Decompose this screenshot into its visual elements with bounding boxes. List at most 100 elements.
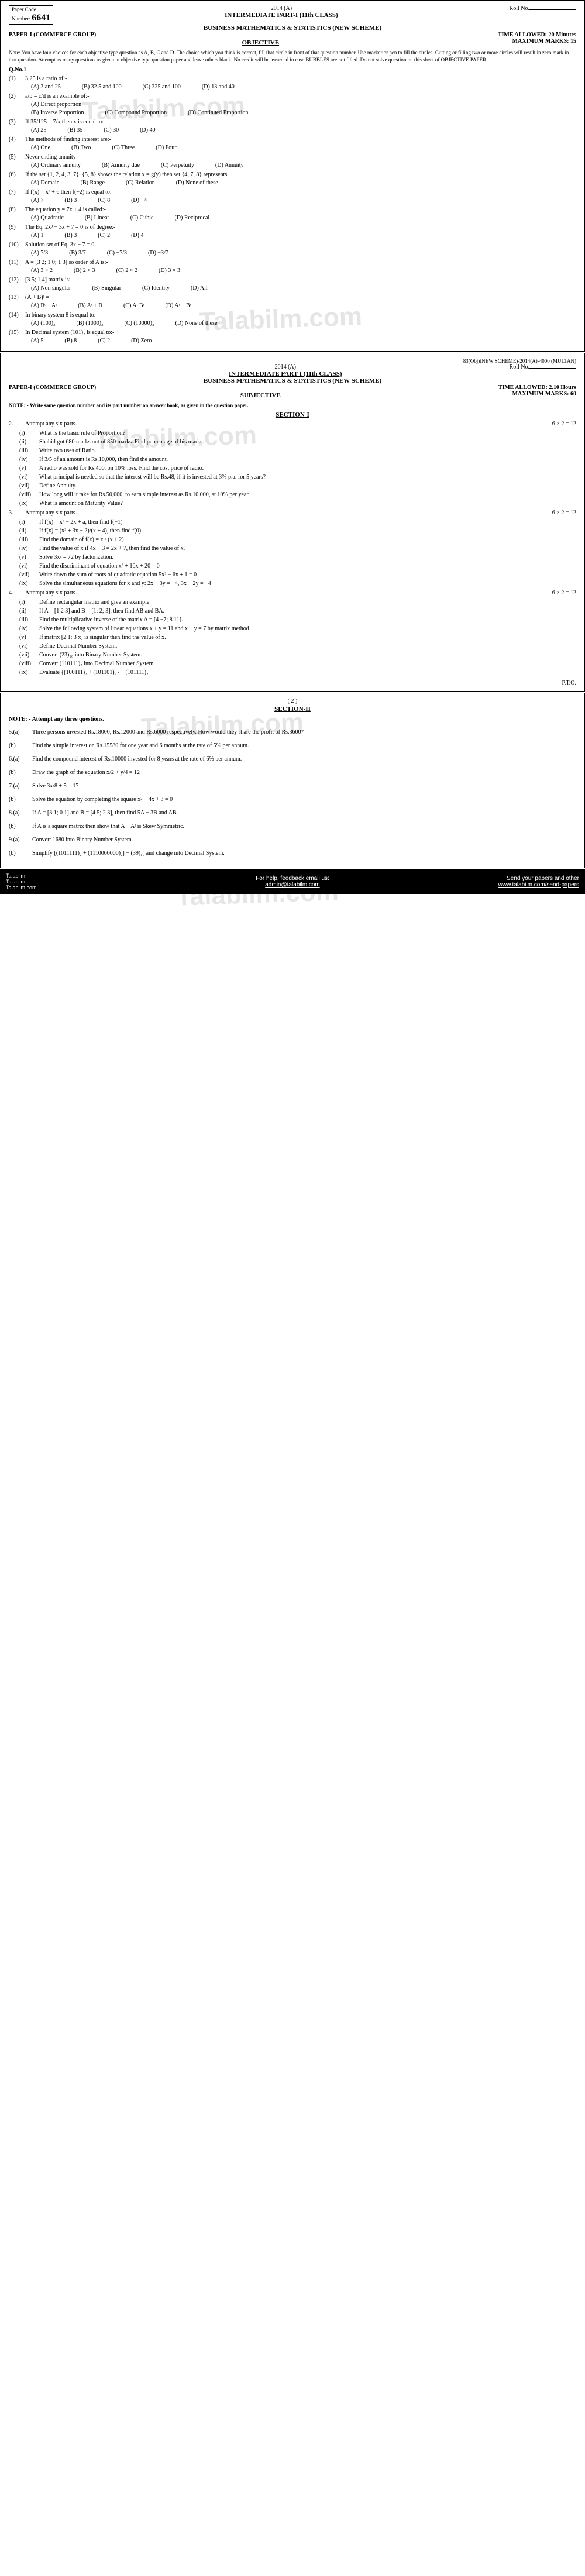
mcq-option: (B) 32.5 and 100 [82,83,122,91]
subpart-text: Find the multiplicative inverse of the m… [39,616,576,624]
sec2-row: (b)Simplify [(1011111)₂ + (1110000000)₂]… [9,850,576,857]
sec2-text: Convert 1680 into Binary Number System. [32,836,576,844]
marks-row-2: SUBJECTIVE MAXIMUM MARKS: 60 [9,391,576,400]
paper-group-2: PAPER-I (COMMERCE GROUP) [9,384,96,391]
subpart-text: If matrix [2 1; 3 x] is singular then fi… [39,634,576,641]
footer-mid-label: For help, feedback email us: [197,875,388,882]
q2-marks: 6 × 2 = 12 [552,420,576,428]
section-2-head: SECTION-II [9,706,576,713]
mcq-num: (13) [9,294,25,301]
subpart-text: Define Decimal Number System. [39,642,576,650]
mcq-option: (B) 3 [64,197,77,204]
paper-code-label: Paper Code [12,7,50,13]
mcq-row: (9) The Eq. 2x³ − 3x + 7 = 0 is of degre… [9,223,576,239]
mcq-text: a/b = c/d is an example of:- (A) Direct … [25,92,576,116]
mcq-option: (B) Linear [85,214,109,222]
sec2-num: (b) [9,769,32,776]
mcq-options: (A) 7/3(B) 3/7(C) −7/3(D) −3/7 [31,249,576,257]
mcq-list: (1) 3.25 is a ratio of:- (A) 3 and 25(B)… [9,75,576,345]
subpart-row: (iv)Find the value of x if 4x − 3 = 2x +… [19,545,576,552]
subpart-row: (viii)Convert (110111)₂ into Decimal Num… [19,660,576,668]
subpart-num: (i) [19,599,39,606]
mcq-text: 3.25 is a ratio of:- (A) 3 and 25(B) 32.… [25,75,576,91]
mcq-num: (10) [9,241,25,249]
sec2-num: 6.(a) [9,755,32,763]
mcq-options: (A) Quadratic(B) Linear(C) Cubic(D) Reci… [31,214,576,222]
mcq-option: (A) Direct proportion [31,101,81,108]
mcq-row: (10) Solution set of Eq. 3x − 7 = 0 (A) … [9,241,576,257]
q4-marks: 6 × 2 = 12 [552,589,576,597]
paper-time-row: PAPER-I (COMMERCE GROUP) TIME ALLOWED: 2… [9,32,576,38]
sec2-row: (b)Find the simple interest on Rs.15580 … [9,742,576,749]
q3-num: 3. [9,509,25,517]
mcq-option: (B) 3/7 [69,249,86,257]
subpart-row: (ix)Evaluate {(100111)₂ + (101101)₂} − (… [19,669,576,676]
sec2-text: Find the compound interest of Rs.10000 i… [32,755,576,763]
mcq-option: (C) Compound Proportion [105,109,167,116]
mcq-option: (A) Ordinary annuity [31,161,81,169]
footer-email[interactable]: admin@talabilm.com [197,882,388,888]
subpart-text: Solve 3x² = 72 by factorization. [39,553,576,561]
subpart-num: (v) [19,465,39,472]
subpart-text: Find the discriminant of equation x² + 1… [39,562,576,570]
sec2-row: 9.(a)Convert 1680 into Binary Number Sys… [9,836,576,844]
sec2-text: Draw the graph of the equation x/2 + y/4… [32,769,576,776]
paper-code-box: Paper Code Number: 6641 [9,5,53,25]
q2-num: 2. [9,420,25,428]
subpart-text: What is the basic rule of Proportion? [39,429,576,437]
mcq-text: In binary system 8 is equal to:- (A) (10… [25,311,576,327]
mcq-row: (12) [3 5; 1 4] matrix is:- (A) Non sing… [9,276,576,292]
mcq-num: (11) [9,259,25,266]
subpart-text: How long will it take for Rs.50,000, to … [39,491,576,498]
subpart-row: (ix)What is amount on Maturity Value? [19,500,576,507]
subpart-text: If f(x) = (x² + 3x − 2)/(x + 4), then fi… [39,527,576,535]
sec2-text: Simplify [(1011111)₂ + (1110000000)₂] − … [32,850,576,857]
roll-no: Roll No. [510,5,576,12]
subpart-num: (iii) [19,447,39,455]
year: 2014 (A) [53,5,509,12]
subpart-text: Write down the sum of roots of quadratic… [39,571,576,579]
subpart-text: Solve the simultaneous equations for x a… [39,580,576,587]
mcq-option: (C) 2 [98,232,110,239]
subpart-row: (v)Solve 3x² = 72 by factorization. [19,553,576,561]
mcq-text: If the set {1, 2, 4, 3, 7}, {5, 8} shows… [25,171,576,187]
mcq-row: (1) 3.25 is a ratio of:- (A) 3 and 25(B)… [9,75,576,91]
sec2-text: Solve 3x/8 + 5 = 17 [32,782,576,790]
sec2-num: 7.(a) [9,782,32,790]
footer-right-label: Send your papers and other [388,875,579,882]
sec2-text: If A = [3 1; 0 1] and B = [4 5; 2 3], th… [32,809,576,817]
mcq-option: (B) Inverse Proportion [31,109,84,116]
mcq-option: (D) −4 [131,197,147,204]
subpart-row: (iii)Find the domain of f(x) = x / (x + … [19,536,576,544]
mcq-option: (B) 35 [67,126,82,134]
mcq-row: (15) In Decimal system (101)₂ is equal t… [9,329,576,345]
mcq-text: [3 5; 1 4] matrix is:- (A) Non singular(… [25,276,576,292]
subpart-num: (viii) [19,660,39,668]
footer-right-link[interactable]: www.talabilm.com/send-papers [388,882,579,888]
page-objective: Talabilm.com Talabilm.com Paper Code Num… [0,0,585,352]
mcq-option: (B) 3 [64,232,77,239]
mcq-option: (A) 3 × 2 [31,267,53,274]
mcq-option: (C) 325 and 100 [143,83,181,91]
mcq-row: (7) If f(x) = x² + 6 then f(−2) is equal… [9,188,576,204]
subpart-num: (ix) [19,669,39,676]
mcq-option: (B) (1000)₂ [77,319,104,327]
footer-left: Talabilm Talabilm Talabilm.com [6,873,197,890]
marks-subjective: MAXIMUM MARKS: 60 [512,391,576,400]
subpart-row: (vii)Convert (23)₁₀ into Binary Number S… [19,651,576,659]
q4-row: 4. Attempt any six parts. 6 × 2 = 12 [9,589,576,597]
subpart-row: (iii)Find the multiplicative inverse of … [19,616,576,624]
q3-marks: 6 × 2 = 12 [552,509,576,517]
subpart-row: (vi)Define Decimal Number System. [19,642,576,650]
sec2-row: 5.(a)Three persons invested Rs.18000, Rs… [9,728,576,736]
subpart-num: (iv) [19,625,39,632]
sec2-row: (b)Draw the graph of the equation x/2 + … [9,769,576,776]
footer-bar: Talabilm Talabilm Talabilm.com For help,… [0,869,585,894]
subpart-num: (iv) [19,545,39,552]
mcq-option: (C) 30 [104,126,119,134]
subpart-num: (vi) [19,642,39,650]
roll-label: Roll No. [510,5,529,12]
mcq-option: (C) Identity [142,284,170,292]
footer-mid: For help, feedback email us: admin@talab… [197,875,388,888]
mcq-option: (C) 8 [98,197,110,204]
